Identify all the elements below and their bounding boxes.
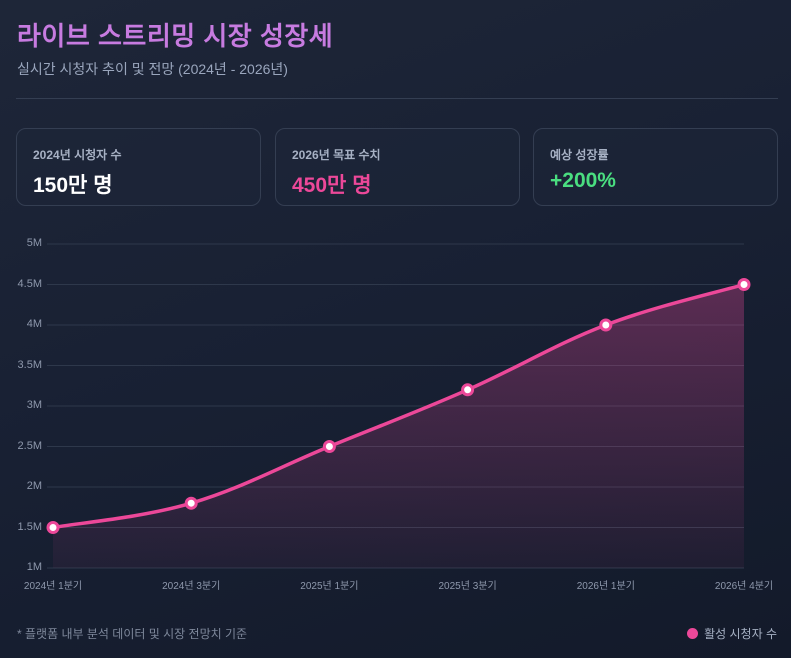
data-points: [46, 278, 751, 534]
legend-label: 활성 시청자 수: [704, 627, 777, 641]
y-tick-label: 5M: [26, 237, 42, 249]
data-point[interactable]: [46, 521, 60, 534]
y-tick-label: 1M: [26, 561, 42, 573]
y-tick-label: 2.5M: [17, 439, 42, 452]
legend-dot-icon: [687, 628, 699, 639]
data-line: [52, 282, 745, 530]
data-point[interactable]: [599, 318, 613, 332]
data-point[interactable]: [461, 383, 475, 397]
footnote: * 플랫폼 내부 분석 데이터 및 시장 전망치 기준: [17, 627, 248, 641]
card-label: 2024년 시청자 수: [33, 148, 122, 162]
stat-card-2024-viewers: 2024년 시청자 수 150만 명: [16, 128, 261, 206]
stat-card-2026-target: 2026년 목표 수치 450만 명: [275, 128, 520, 206]
x-tick-label: 2026년 4분기: [714, 581, 774, 592]
x-tick-label: 2024년 1분기: [23, 581, 83, 592]
data-point[interactable]: [737, 278, 751, 291]
chart-legend: 활성 시청자 수: [687, 625, 777, 642]
area-fill: [53, 284, 744, 568]
y-tick-label: 3.5M: [17, 358, 42, 371]
x-tick-label: 2025년 1분기: [300, 581, 359, 592]
y-tick-label: 4M: [26, 318, 42, 330]
stat-card-growth-rate: 예상 성장률 +200%: [533, 128, 778, 206]
data-point[interactable]: [184, 496, 198, 510]
page-subtitle: 실시간 시청자 추이 및 전망 (2024년 - 2026년): [17, 61, 288, 77]
y-tick-label: 3M: [26, 399, 42, 411]
data-point[interactable]: [322, 440, 336, 453]
y-tick-label: 2M: [26, 480, 42, 492]
page-title: 라이브 스트리밍 시장 성장세: [17, 21, 334, 51]
card-label: 예상 성장률: [550, 148, 609, 162]
x-tick-label: 2025년 3분기: [438, 581, 497, 592]
card-value: +200%: [550, 169, 616, 192]
y-tick-label: 1.5M: [17, 520, 42, 533]
card-label: 2026년 목표 수치: [292, 148, 381, 162]
header-divider: [16, 98, 778, 99]
card-value: 150만 명: [33, 174, 113, 197]
card-value: 450만 명: [292, 174, 372, 197]
x-tick-label: 2026년 1분기: [576, 581, 635, 592]
x-tick-label: 2024년 3분기: [162, 581, 221, 592]
y-tick-label: 4.5M: [17, 277, 42, 290]
